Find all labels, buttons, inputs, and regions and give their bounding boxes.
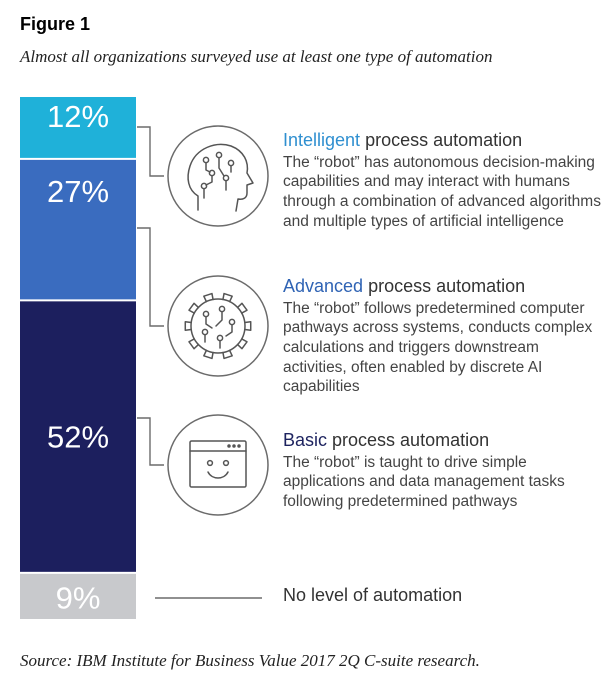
category-keyword: Basic (283, 430, 328, 450)
category-description: The “robot” has autonomous decision-maki… (283, 153, 601, 230)
segment-basic (20, 301, 136, 572)
segment-value-label: 9% (56, 580, 101, 615)
gear-tooth (244, 320, 252, 332)
segment-none (20, 573, 136, 619)
gear-tooth (188, 338, 200, 350)
connector-intelligent (137, 126, 164, 177)
category-description: The “robot” is taught to drive simple ap… (283, 453, 565, 510)
figure-label: Figure 1 (20, 14, 91, 34)
segment-advanced (20, 159, 136, 300)
gear-tooth (236, 338, 248, 350)
gear-tooth (222, 292, 233, 303)
segment-value-label: 27% (47, 174, 109, 209)
category-keyword: Advanced (283, 276, 364, 296)
category-title-rest: process automation (327, 430, 490, 450)
brain-head-icon (167, 125, 269, 227)
gear-tooth (222, 349, 233, 360)
no-automation-label: No level of automation (283, 585, 463, 605)
category-basic: Basic process automation The “robot” is … (283, 430, 603, 512)
connector-advanced (137, 227, 164, 327)
category-intelligent: Intelligent process automation The “robo… (283, 130, 603, 231)
gear-tooth (203, 292, 214, 303)
gear-tooth (184, 320, 192, 332)
gear-circuit-icon (167, 275, 269, 377)
category-title-rest: process automation (363, 276, 526, 296)
category-title-rest: process automation (360, 130, 523, 150)
category-description: The “robot” follows predetermined comput… (283, 299, 593, 396)
connector-lines (137, 126, 262, 599)
connector-basic (137, 417, 164, 466)
category-advanced: Advanced process automation The “robot” … (283, 276, 603, 397)
segment-value-label: 52% (47, 419, 109, 454)
gear-tooth (236, 302, 248, 314)
category-title: Basic process automation (283, 430, 603, 452)
segment-value-label: 12% (47, 99, 109, 134)
gear-tooth (203, 349, 214, 360)
gear-tooth (188, 302, 200, 314)
source-note: Source: IBM Institute for Business Value… (20, 651, 480, 670)
stacked-bar: 12% 27% 52% 9% (20, 97, 136, 619)
figure-subtitle: Almost all organizations surveyed use at… (20, 47, 493, 66)
segment-intelligent (20, 97, 136, 158)
category-title: Intelligent process automation (283, 130, 603, 152)
smiley-window-icon (167, 414, 269, 516)
category-keyword: Intelligent (283, 130, 361, 150)
category-title: Advanced process automation (283, 276, 603, 298)
